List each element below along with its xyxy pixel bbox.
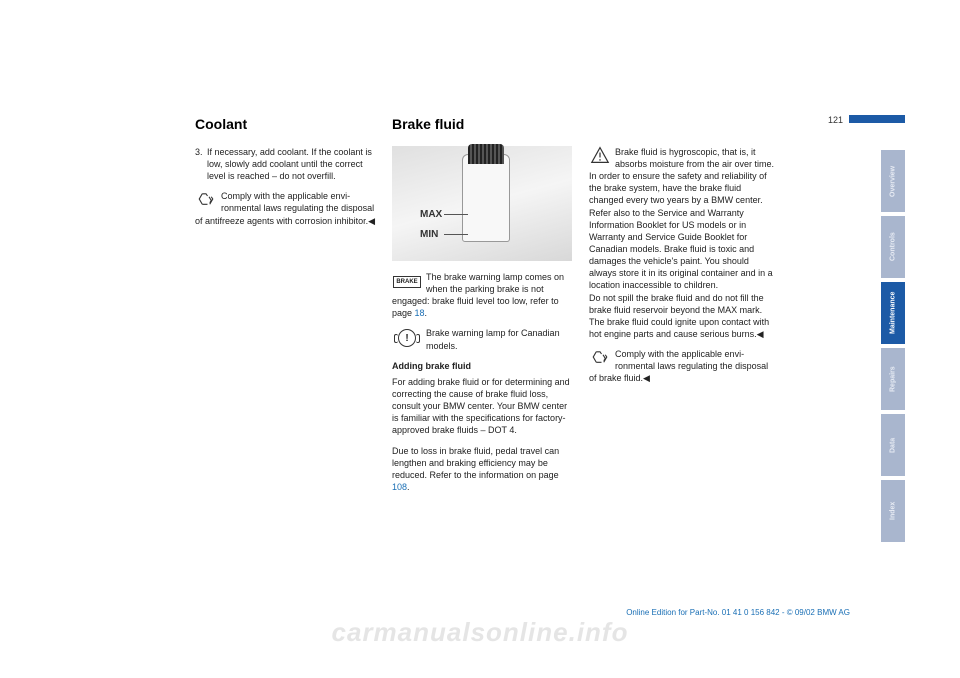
page-content: 121 Coolant 3. If necessary, add coolant… bbox=[195, 115, 905, 625]
recycle-note-coolant: Comply with the applicable envi­ronmenta… bbox=[195, 190, 377, 226]
brake-fluid-diagram: MAX MIN bbox=[392, 146, 572, 261]
side-tabs: Overview Controls Maintenance Repairs Da… bbox=[881, 150, 905, 542]
tab-repairs[interactable]: Repairs bbox=[881, 348, 905, 410]
reservoir bbox=[462, 154, 510, 242]
tab-controls[interactable]: Controls bbox=[881, 216, 905, 278]
tab-overview[interactable]: Overview bbox=[881, 150, 905, 212]
max-label: MAX bbox=[420, 208, 442, 222]
subhead-adding: Adding brake fluid bbox=[392, 360, 574, 372]
recycle-icon bbox=[195, 190, 217, 208]
recycle-note-brake: Comply with the applicable envi­ronmenta… bbox=[589, 348, 776, 384]
canada-note: ! Brake warning lamp for Cana­dian model… bbox=[392, 327, 574, 351]
adding-para-1: For adding brake fluid or for determin­i… bbox=[392, 376, 574, 437]
heading-brake-fluid: Brake fluid bbox=[392, 115, 574, 134]
warning-block: Brake fluid is hygroscopic, that is, it … bbox=[589, 146, 776, 340]
reservoir-cap bbox=[468, 144, 504, 164]
min-label: MIN bbox=[420, 228, 438, 242]
coolant-step-3: 3. If necessary, add coolant. If the coo… bbox=[195, 146, 377, 182]
link-page-108[interactable]: 108 bbox=[392, 482, 407, 492]
recycle-icon bbox=[589, 348, 611, 366]
brake-circle-icon: ! bbox=[392, 327, 422, 349]
page-number: 121 bbox=[828, 115, 843, 125]
heading-coolant: Coolant bbox=[195, 115, 377, 134]
brake-text-icon: BRAKE bbox=[392, 271, 422, 293]
warning-triangle-icon bbox=[589, 146, 611, 164]
column-3: . Brake fluid is hygroscopic, that is, i… bbox=[589, 115, 786, 625]
brake-warning-note: BRAKE The brake warning lamp comes on wh… bbox=[392, 271, 574, 320]
footer-text: Online Edition for Part-No. 01 41 0 156 … bbox=[626, 608, 850, 617]
tab-index[interactable]: Index bbox=[881, 480, 905, 542]
tab-maintenance[interactable]: Maintenance bbox=[881, 282, 905, 344]
column-2: Brake fluid MAX MIN BRAKE The brake warn… bbox=[392, 115, 589, 625]
adding-para-2: Due to loss in brake fluid, pedal travel… bbox=[392, 445, 574, 494]
link-page-18[interactable]: 18 bbox=[415, 308, 425, 318]
column-1: Coolant 3. If necessary, add coolant. If… bbox=[195, 115, 392, 625]
tab-data[interactable]: Data bbox=[881, 414, 905, 476]
corner-accent bbox=[849, 115, 905, 123]
